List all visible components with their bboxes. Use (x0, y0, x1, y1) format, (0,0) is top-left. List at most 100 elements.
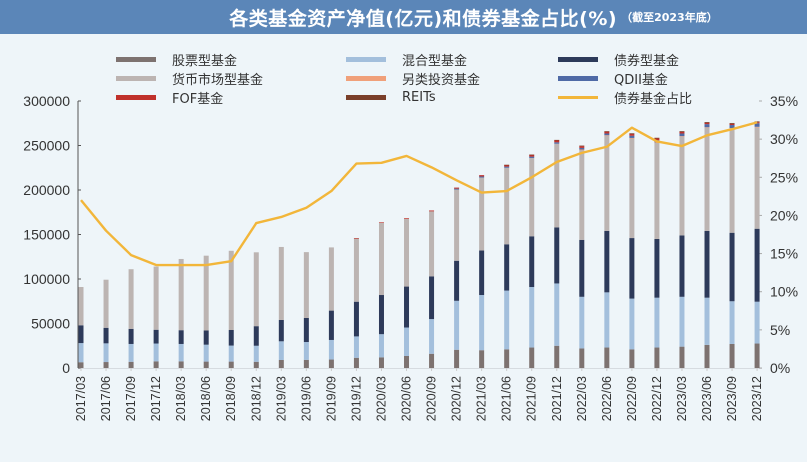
bond-share-line (80, 121, 758, 267)
bar-segment (704, 124, 710, 128)
bar-segment (679, 131, 685, 132)
bar-segment (153, 361, 159, 368)
legend-swatch-line (558, 95, 598, 99)
bar-segment (629, 238, 635, 299)
bar-segment (178, 343, 184, 362)
bar-segment (78, 362, 84, 368)
legend-label: 混合型基金 (402, 53, 468, 69)
bar-segment (378, 334, 384, 358)
bar-segment (454, 188, 460, 190)
x-tick-label: 2018/03 (174, 376, 188, 421)
right-axis-tick-label: 30% (770, 131, 798, 147)
x-tick-label: 2017/03 (74, 376, 88, 421)
bar-segment (178, 361, 184, 368)
bar-segment (704, 297, 710, 345)
bar-segment (604, 135, 610, 231)
left-axis-tick-label: 250000 (23, 138, 70, 154)
bar-segment (128, 328, 134, 344)
bar-stack (253, 252, 259, 368)
legend-item-alternative: 另类投资基金 (346, 69, 480, 88)
bar-segment (203, 255, 209, 331)
bar-segment (454, 189, 460, 261)
bar-segment (178, 258, 184, 331)
bar-stack (604, 131, 610, 368)
bar-segment (353, 238, 359, 302)
bar-segment (353, 357, 359, 368)
bar-segment (253, 345, 259, 362)
bar-segment (128, 269, 134, 329)
bar-segment (554, 283, 560, 346)
bar-segment (729, 128, 735, 233)
bar-segment (278, 319, 284, 342)
x-tick-label: 2023/12 (750, 376, 764, 421)
legend: 股票型基金 混合型基金 债券型基金 货币市场型基金 另类投资基金 QDII基金 … (0, 48, 807, 108)
legend-item-bond: 债券型基金 (558, 50, 680, 69)
bar-stack (378, 222, 384, 368)
bar-segment (479, 250, 485, 296)
bar-segment (504, 244, 510, 291)
title-bar: 各类基金资产净值(亿元)和债券基金占比(%) （截至2023年底） (0, 0, 807, 34)
bar-segment (504, 164, 510, 166)
bar-segment (203, 330, 209, 345)
bar-segment (203, 344, 209, 362)
legend-item-qdii: QDII基金 (558, 69, 668, 88)
bar-segment (278, 341, 284, 360)
bar-stack (554, 139, 560, 368)
bar-segment (729, 301, 735, 344)
right-axis-tick-label: 20% (770, 207, 798, 223)
bar-segment (604, 133, 610, 136)
legend-swatch (116, 56, 156, 62)
x-tick-label: 2017/09 (124, 376, 138, 421)
bar-segment (328, 339, 334, 360)
bar-segment (679, 136, 685, 236)
bar-stack (353, 238, 359, 368)
bar-segment (654, 297, 660, 348)
x-tick-label: 2020/03 (374, 376, 388, 421)
legend-swatch (558, 56, 598, 62)
bar-segment (629, 138, 635, 239)
legend-swatch (346, 94, 386, 100)
chart-subtitle: （截至2023年底） (621, 11, 718, 24)
bar-segment (754, 343, 760, 368)
legend-label: 债券型基金 (614, 53, 680, 69)
bar-segment (404, 327, 410, 356)
bar-segment (579, 296, 585, 349)
x-tick-label: 2017/06 (99, 376, 113, 421)
bar-segment (103, 327, 109, 344)
bar-segment (153, 329, 159, 344)
bar-segment (404, 355, 410, 368)
bar-segment (153, 266, 159, 330)
bar-segment (579, 146, 585, 148)
bar-segment (704, 344, 710, 368)
bar-segment (253, 326, 259, 346)
bar-segment (429, 276, 435, 320)
bar-segment (504, 349, 510, 368)
bar-stack (429, 210, 435, 368)
bar-segment (378, 357, 384, 368)
legend-swatch (116, 75, 156, 81)
bar-segment (754, 126, 760, 128)
x-tick-label: 2021/06 (500, 376, 514, 421)
bar-segment (378, 295, 384, 335)
bar-segment (679, 235, 685, 297)
bar-segment (704, 122, 710, 123)
bar-segment (78, 325, 84, 344)
bar-segment (529, 154, 535, 157)
bar-segment (479, 295, 485, 351)
bar-segment (303, 359, 309, 368)
bar-stack (178, 258, 184, 368)
bar-segment (754, 121, 760, 123)
bar-segment (253, 361, 259, 368)
bar-segment (429, 211, 435, 277)
bar-segment (704, 127, 710, 128)
bar-segment (479, 350, 485, 368)
bar-stack (704, 122, 710, 368)
bar-segment (579, 149, 585, 151)
bar-segment (153, 343, 159, 362)
x-tick-label: 2020/09 (425, 376, 439, 421)
x-tick-label: 2020/12 (450, 376, 464, 421)
legend-swatch (346, 75, 386, 81)
left-axis-tick-label: 50000 (31, 316, 70, 332)
bar-segment (554, 227, 560, 284)
bar-stack (128, 269, 134, 368)
